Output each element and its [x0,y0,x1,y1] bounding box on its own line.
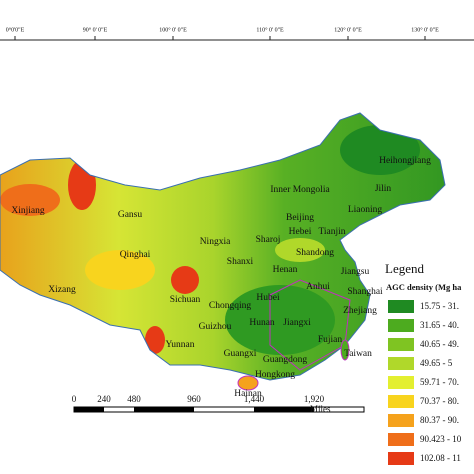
region-label: Hunan [249,318,275,328]
legend-label: 59.71 - 70. [420,377,459,387]
forest [225,285,335,355]
region-label: Xinjiang [11,206,44,216]
region-label: Qinghai [120,250,151,260]
region-label: Shanghai [347,287,383,297]
legend-swatch [388,395,414,408]
region-label: Gansu [118,210,143,220]
legend-swatch [388,300,414,313]
legend-swatch [388,414,414,427]
region-label: Yunnan [165,340,194,350]
region-label: Shanxi [227,257,254,267]
plain [275,238,325,262]
region-label: Jiangxi [283,318,311,328]
region-label: Guizhou [199,322,232,332]
scale-label: 960 [187,394,201,404]
legend-swatch [388,338,414,351]
legend-label: 70.37 - 80. [420,396,459,406]
region-label: Chongqing [209,301,251,311]
hotspot [68,160,96,210]
legend-label: 49.65 - 5 [420,358,453,368]
region-label: Xizang [48,285,76,295]
longitude-label: 0°0'0"E [6,26,25,33]
legend-swatch [388,433,414,446]
longitude-label: 120° 0' 0"E [334,26,362,33]
legend-label: 40.65 - 49. [420,339,459,349]
hotspot [0,184,60,216]
scale-unit: Miles [310,404,331,414]
region-label: Liaoning [348,205,383,215]
scale-segment [134,407,194,412]
longitude-label: 130° 0' 0"E [411,26,439,33]
legend-swatch [388,376,414,389]
scale-segment [254,407,314,412]
region-label: Jiangsu [341,267,370,277]
legend-label: 102.08 - 11 [420,453,461,463]
region-label: Inner Mongolia [270,185,330,195]
region-label: Guangxi [224,349,257,359]
legend-swatch [388,452,414,465]
region-label: Sichuan [170,295,201,305]
region-label: Fujian [318,335,343,345]
region-label: Sharoj [256,235,281,245]
scale-label: 240 [97,394,111,404]
region-label: Jilin [375,184,392,194]
hotspot [145,326,165,354]
region-label: Henan [273,265,298,275]
scale-segment [74,407,104,412]
legend-label: 15.75 - 31. [420,301,459,311]
scale-label: 1,920 [304,394,325,404]
scale-label: 0 [72,394,77,404]
legend-subtitle: AGC density (Mg ha [386,282,462,292]
region-label: Beijing [286,213,314,223]
hotspot [85,250,155,290]
region-label: Hebei [289,227,312,237]
legend-label: 90.423 - 10 [420,434,462,444]
longitude-label: 100° 0' 0"E [159,26,187,33]
longitude-label: 110° 0' 0"E [256,26,284,33]
hotspot [171,266,199,294]
region-label: Heihongjiang [379,156,431,166]
region-label: Guangdong [263,355,308,365]
longitude-label: 90° 0' 0"E [83,26,108,33]
region-label: Ningxia [200,237,231,247]
region-label: Zhejiang [343,306,377,316]
scale-label: 1,440 [244,394,265,404]
legend-swatch [388,319,414,332]
legend-title: Legend [385,261,424,276]
hainan-island [237,375,259,391]
legend-label: 31.65 - 40. [420,320,459,330]
region-label: Taiwan [344,349,372,359]
region-label: Hubei [256,293,280,303]
legend-label: 80.37 - 90. [420,415,459,425]
forest [340,125,420,175]
region-label: Anhui [306,282,330,292]
legend-swatch [388,357,414,370]
scale-label: 480 [127,394,141,404]
region-label: Shandong [296,248,334,258]
region-label: Hongkong [255,370,295,380]
region-label: Hainan [234,389,262,399]
region-label: Tianjin [318,227,345,237]
taiwan-island [340,339,350,361]
